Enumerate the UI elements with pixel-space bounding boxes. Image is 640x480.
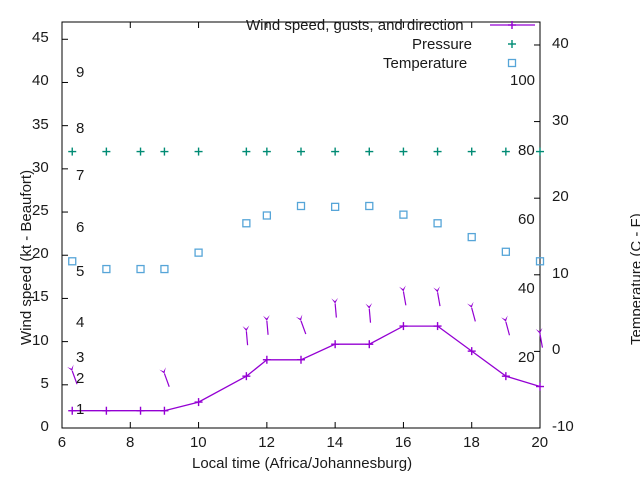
y-tick-45: 45 <box>32 29 49 47</box>
beaufort-label-4: 4 <box>76 314 85 332</box>
beaufort-label-2: 2 <box>76 370 85 388</box>
pressure-label-20: 20 <box>518 348 535 366</box>
series-temperature-points <box>68 201 545 274</box>
beaufort-label-5: 5 <box>76 262 85 280</box>
x-tick-10: 10 <box>189 434 207 451</box>
axis-ticks <box>61 22 541 429</box>
y-tick-35: 35 <box>32 115 49 133</box>
x-tick-20: 20 <box>531 434 549 451</box>
y-tick-20: 20 <box>32 245 49 263</box>
y2-tick-10: 10 <box>552 264 569 282</box>
series-wind-line <box>72 325 541 412</box>
y2-tick-30: 30 <box>552 111 569 129</box>
y-axis-title: Wind speed (kt - Beaufort) <box>18 169 35 345</box>
x-tick-14: 14 <box>326 434 344 451</box>
y2-tick-40: 40 <box>552 34 569 52</box>
y2-tick-0: 0 <box>552 341 561 359</box>
y-tick-10: 10 <box>32 331 49 349</box>
pressure-label-80: 80 <box>518 141 535 159</box>
beaufort-label-1: 1 <box>76 400 85 418</box>
x-tick-6: 6 <box>57 434 67 451</box>
beaufort-label-9: 9 <box>76 63 85 81</box>
pressure-label-60: 60 <box>518 210 535 228</box>
plot-frame <box>61 21 541 429</box>
y-tick-25: 25 <box>32 202 49 220</box>
pressure-label-40: 40 <box>518 279 535 297</box>
pressure-label-100: 100 <box>510 72 536 90</box>
y2-tick-20: 20 <box>552 188 569 206</box>
x-tick-8: 8 <box>125 434 135 451</box>
beaufort-label-7: 7 <box>76 167 85 185</box>
beaufort-label-8: 8 <box>76 119 85 137</box>
series-pressure-points <box>68 147 544 156</box>
x-tick-16: 16 <box>394 434 412 451</box>
x-tick-18: 18 <box>463 434 480 451</box>
x-tick-12: 12 <box>258 434 275 451</box>
legend-markers <box>490 21 535 68</box>
legend-label-wind[interactable]: Wind speed, gusts, and direction <box>246 17 464 34</box>
y-tick-15: 15 <box>32 288 49 306</box>
y-tick-0: 0 <box>40 418 49 435</box>
y-tick-40: 40 <box>32 72 49 90</box>
y2-tick--10: -10 <box>552 418 574 435</box>
beaufort-label-3: 3 <box>76 348 85 366</box>
beaufort-label-6: 6 <box>76 219 85 237</box>
legend-label-pressure[interactable]: Pressure <box>412 36 473 53</box>
series-gust-arrows <box>67 285 544 387</box>
y-tick-30: 30 <box>32 158 49 176</box>
series-wind-points <box>68 322 544 415</box>
y2-axis-title: Temperature (C - F) <box>628 213 640 345</box>
x-axis-title: Local time (Africa/Johannesburg) <box>192 455 413 472</box>
legend-label-temperature[interactable]: Temperature <box>383 55 468 72</box>
y-tick-5: 5 <box>40 374 49 392</box>
